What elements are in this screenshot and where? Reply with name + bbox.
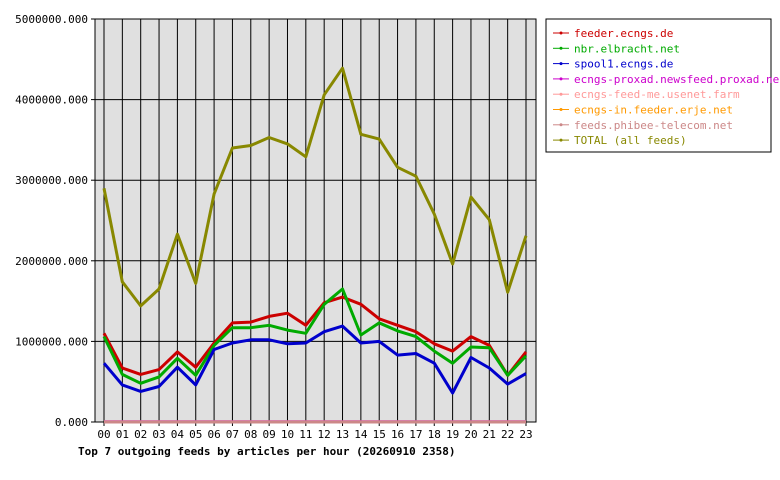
- legend-swatch-marker: [559, 138, 563, 142]
- y-tick-label: 5000000.000: [15, 13, 88, 26]
- y-axis: 0.000 1000000.000 2000000.000 3000000.000 40…: [15, 13, 95, 429]
- y-tick-label: 1000000.000: [15, 335, 88, 348]
- legend-swatch-marker: [559, 123, 563, 127]
- x-tick-label: 23: [519, 428, 532, 441]
- y-tick-label: 0.000: [55, 416, 88, 429]
- x-tick-label: 20: [464, 428, 477, 441]
- series-lines: [102, 66, 528, 424]
- x-tick-label: 08: [244, 428, 257, 441]
- x-tick-label: 07: [226, 428, 239, 441]
- legend-label: feeds.phibee-telecom.net: [574, 119, 733, 132]
- x-tick-label: 18: [428, 428, 441, 441]
- x-tick-label: 10: [281, 428, 294, 441]
- legend: feeder.ecngs.de nbr.elbracht.net spool1.ec…: [545, 18, 780, 153]
- x-tick-label: 19: [446, 428, 459, 441]
- x-tick-label: 04: [171, 428, 185, 441]
- legend-label: ecngs-in.feeder.erje.net: [574, 104, 733, 117]
- x-tick-label: 22: [501, 428, 514, 441]
- y-tick-label: 2000000.000: [15, 255, 88, 268]
- series-line: [102, 324, 527, 395]
- chart-title: Top 7 outgoing feeds by articles per hou…: [78, 445, 456, 458]
- x-tick-label: 13: [336, 428, 349, 441]
- x-tick-label: 09: [263, 428, 276, 441]
- legend-swatch-marker: [559, 92, 563, 96]
- x-tick-label: 03: [152, 428, 165, 441]
- legend-swatch-marker: [559, 31, 563, 35]
- legend-label: ecngs-feed-me.usenet.farm: [574, 88, 740, 101]
- legend-swatch-marker: [559, 46, 563, 50]
- legend-label: spool1.ecngs.de: [574, 58, 673, 71]
- series-line: [102, 66, 528, 308]
- y-tick-label: 4000000.000: [15, 94, 88, 107]
- x-tick-label: 12: [318, 428, 331, 441]
- legend-box: [545, 18, 772, 153]
- y-tick-label: 3000000.000: [15, 174, 88, 187]
- legend-label: nbr.elbracht.net: [574, 42, 680, 55]
- x-tick-label: 15: [373, 428, 386, 441]
- series-line: [102, 287, 528, 385]
- x-tick-label: 21: [483, 428, 496, 441]
- x-tick-label: 17: [409, 428, 422, 441]
- x-tick-label: 01: [116, 428, 129, 441]
- x-tick-label: 05: [189, 428, 202, 441]
- series-line: [102, 295, 528, 377]
- legend-swatch-marker: [559, 108, 563, 111]
- legend-label: ecngs-proxad.newsfeed.proxad.net: [574, 73, 780, 86]
- x-axis: 00 01 02 03 04 05 06 07 08 09 10 11 12 13 14 15 16 17 18 19…: [97, 422, 533, 441]
- legend-label: feeder.ecngs.de: [574, 27, 673, 40]
- x-tick-label: 02: [134, 428, 147, 441]
- x-tick-label: 16: [391, 428, 404, 441]
- x-tick-label: 14: [354, 428, 368, 441]
- x-tick-label: 06: [207, 428, 220, 441]
- legend-label: TOTAL (all feeds): [574, 134, 687, 147]
- x-tick-label: 00: [97, 428, 110, 441]
- legend-swatch-marker: [559, 62, 563, 66]
- legend-swatch-marker: [559, 77, 563, 81]
- x-tick-label: 11: [299, 428, 312, 441]
- legend-items: feeder.ecngs.de nbr.elbracht.net spool1.ec…: [553, 27, 780, 147]
